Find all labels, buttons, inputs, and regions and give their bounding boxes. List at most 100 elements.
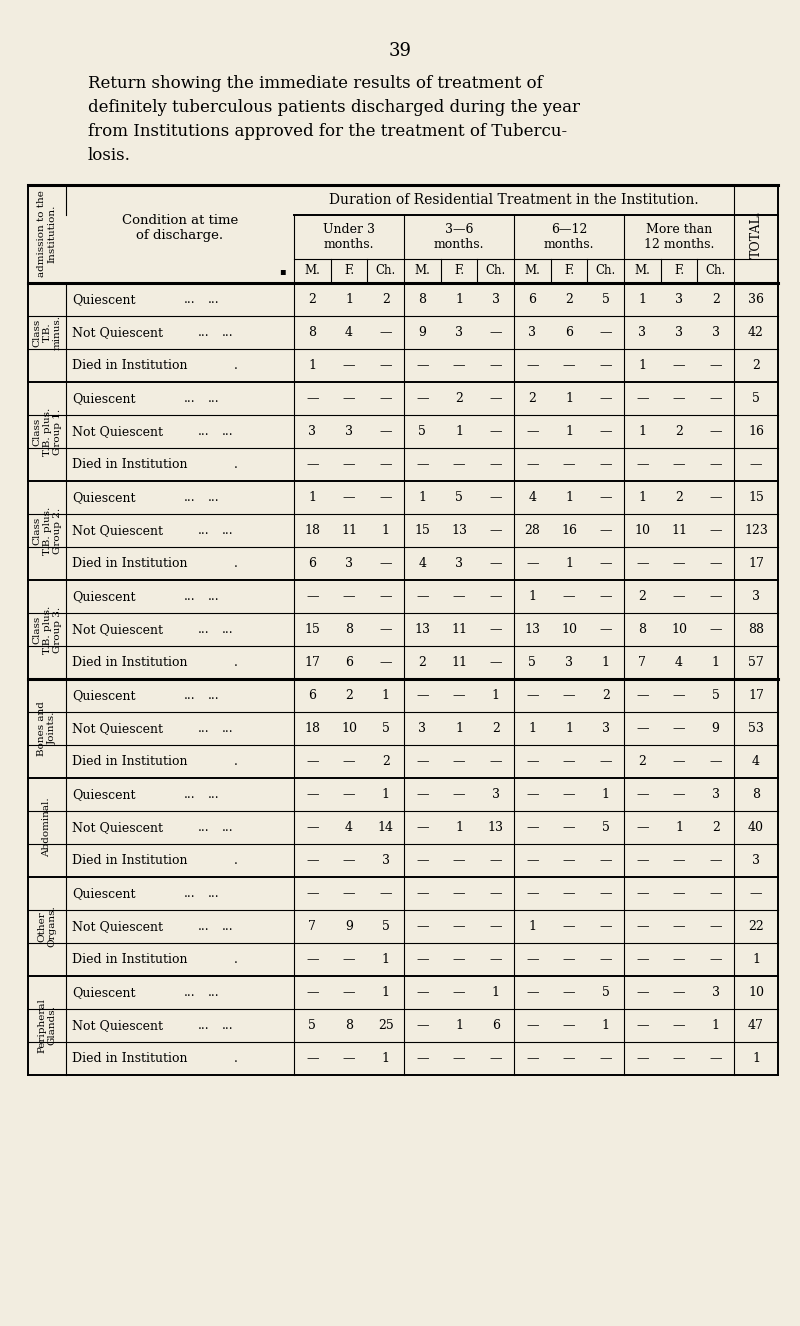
- Text: —: —: [710, 590, 722, 603]
- Text: Class
T.B. plus.
Group 3.: Class T.B. plus. Group 3.: [32, 606, 62, 654]
- Text: 1: 1: [602, 788, 610, 801]
- Text: 1: 1: [638, 491, 646, 504]
- Text: —: —: [636, 987, 649, 998]
- Text: 3: 3: [752, 590, 760, 603]
- Text: 5: 5: [455, 491, 463, 504]
- Text: 2: 2: [345, 690, 353, 701]
- Text: 2: 2: [675, 491, 683, 504]
- Text: Died in Institution: Died in Institution: [72, 1052, 187, 1065]
- Text: —: —: [342, 887, 355, 900]
- Text: —: —: [490, 491, 502, 504]
- Text: .: .: [234, 457, 238, 471]
- Text: —: —: [710, 920, 722, 934]
- Text: 10: 10: [341, 721, 357, 735]
- Text: —: —: [562, 920, 575, 934]
- Text: —: —: [750, 457, 762, 471]
- Text: 2: 2: [712, 293, 720, 306]
- Text: 2: 2: [752, 359, 760, 373]
- Text: Not Quiescent: Not Quiescent: [72, 1018, 163, 1032]
- Text: 10: 10: [561, 623, 577, 636]
- Text: —: —: [306, 1052, 318, 1065]
- Text: .: .: [234, 1052, 238, 1065]
- Text: Duration of Residential Treatment in the Institution.: Duration of Residential Treatment in the…: [329, 194, 699, 207]
- Text: .: .: [234, 754, 238, 768]
- Text: —: —: [710, 1052, 722, 1065]
- Text: —: —: [342, 457, 355, 471]
- Text: —: —: [416, 953, 429, 967]
- Text: Not Quiescent: Not Quiescent: [72, 623, 163, 636]
- Text: losis.: losis.: [88, 147, 131, 164]
- Text: —: —: [636, 557, 649, 570]
- Text: 2: 2: [565, 293, 573, 306]
- Text: More than
12 months.: More than 12 months.: [644, 223, 714, 251]
- Text: 3: 3: [455, 557, 463, 570]
- Text: 123: 123: [744, 524, 768, 537]
- Text: 2: 2: [308, 293, 316, 306]
- Text: Quiescent: Quiescent: [72, 392, 135, 404]
- Text: 4: 4: [752, 754, 760, 768]
- Text: Class
T.B. plus.
Group 1.: Class T.B. plus. Group 1.: [32, 407, 62, 456]
- Text: 2: 2: [455, 392, 463, 404]
- Text: 1: 1: [528, 920, 536, 934]
- Text: —: —: [710, 887, 722, 900]
- Text: 16: 16: [561, 524, 577, 537]
- Text: Died in Institution: Died in Institution: [72, 754, 187, 768]
- Text: ...: ...: [198, 326, 210, 339]
- Text: M.: M.: [634, 264, 650, 277]
- Text: —: —: [490, 426, 502, 438]
- Text: —: —: [636, 854, 649, 867]
- Text: ...: ...: [184, 987, 196, 998]
- Text: Under 3
months.: Under 3 months.: [323, 223, 375, 251]
- Text: —: —: [673, 1052, 686, 1065]
- Text: 5: 5: [712, 690, 720, 701]
- Text: 1: 1: [382, 953, 390, 967]
- Text: 13: 13: [488, 821, 504, 834]
- Text: —: —: [453, 887, 466, 900]
- Text: —: —: [636, 788, 649, 801]
- Text: —: —: [416, 1018, 429, 1032]
- Text: —: —: [526, 788, 538, 801]
- Text: ...: ...: [198, 426, 210, 438]
- Text: —: —: [490, 392, 502, 404]
- Text: —: —: [453, 690, 466, 701]
- Text: Not Quiescent: Not Quiescent: [72, 524, 163, 537]
- Text: F.: F.: [674, 264, 684, 277]
- Text: 1: 1: [382, 524, 390, 537]
- Text: 39: 39: [389, 42, 411, 60]
- Text: 3: 3: [492, 293, 500, 306]
- Text: —: —: [673, 690, 686, 701]
- Text: —: —: [636, 392, 649, 404]
- Text: Quiescent: Quiescent: [72, 788, 135, 801]
- Text: ...: ...: [184, 788, 196, 801]
- Text: 7: 7: [638, 656, 646, 670]
- Text: Ch.: Ch.: [375, 264, 396, 277]
- Text: 7: 7: [308, 920, 316, 934]
- Text: —: —: [636, 721, 649, 735]
- Text: F.: F.: [454, 264, 464, 277]
- Text: —: —: [379, 590, 392, 603]
- Text: 18: 18: [304, 721, 320, 735]
- Text: —: —: [562, 754, 575, 768]
- Text: 1: 1: [528, 721, 536, 735]
- Text: —: —: [673, 754, 686, 768]
- Text: Ch.: Ch.: [706, 264, 726, 277]
- Text: 5: 5: [752, 392, 760, 404]
- Text: —: —: [526, 690, 538, 701]
- Text: definitely tuberculous patients discharged during the year: definitely tuberculous patients discharg…: [88, 99, 580, 115]
- Text: Died in Institution: Died in Institution: [72, 359, 187, 373]
- Text: —: —: [453, 854, 466, 867]
- Text: ...: ...: [222, 623, 234, 636]
- Text: —: —: [599, 854, 612, 867]
- Text: 3—6
months.: 3—6 months.: [434, 223, 484, 251]
- Text: 2: 2: [638, 754, 646, 768]
- Text: 11: 11: [341, 524, 357, 537]
- Text: —: —: [306, 821, 318, 834]
- Text: —: —: [562, 590, 575, 603]
- Text: 8: 8: [418, 293, 426, 306]
- Text: —: —: [599, 491, 612, 504]
- Text: 8: 8: [752, 788, 760, 801]
- Text: —: —: [562, 1052, 575, 1065]
- Text: —: —: [636, 953, 649, 967]
- Text: —: —: [379, 623, 392, 636]
- Text: —: —: [526, 557, 538, 570]
